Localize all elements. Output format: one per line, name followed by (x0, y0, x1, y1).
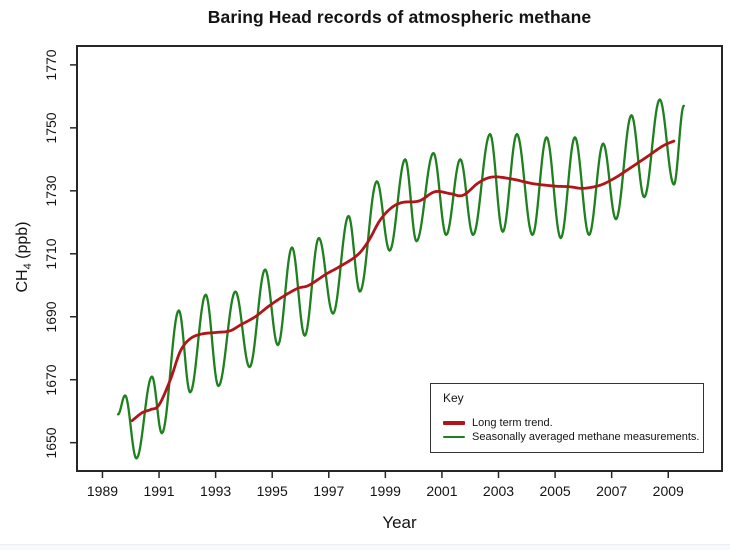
x-tick-label: 2001 (426, 483, 458, 499)
seasonal-line-swatch (443, 435, 465, 439)
long-term-trend-line (130, 139, 676, 423)
axis-tick-marks (70, 64, 669, 478)
legend-entry-seasonal-measurements: Seasonally averaged methane measurements… (443, 431, 699, 443)
legend: Key Long term trend. Seasonally averaged… (430, 383, 704, 453)
legend-entry-long-term-trend: Long term trend. (443, 417, 553, 429)
y-axis-title-suffix: (ppb) (13, 221, 31, 264)
y-tick-label: 1690 (43, 301, 59, 333)
y-tick-label: 1650 (43, 427, 59, 459)
x-tick-label: 2007 (596, 483, 628, 499)
y-axis-title-prefix: CH (13, 269, 31, 293)
trend-line-swatch (443, 421, 465, 425)
y-axis-title: CH4 (ppb) (14, 221, 34, 292)
y-tick-label: 1750 (43, 112, 59, 144)
x-axis-title: Year (382, 513, 417, 532)
y-axis-title-subscript: 4 (22, 263, 35, 270)
y-tick-label: 1770 (43, 49, 59, 81)
x-tick-label: 1995 (256, 483, 288, 499)
x-tick-label: 2003 (482, 483, 515, 499)
x-tick-label: 1991 (143, 483, 175, 499)
legend-entry-label: Seasonally averaged methane measurements… (472, 431, 700, 443)
footer-strip (0, 544, 730, 550)
x-tick-label: 1999 (369, 483, 401, 499)
x-tick-label: 1997 (313, 483, 345, 499)
y-tick-label: 1710 (43, 238, 59, 270)
x-tick-label: 1989 (86, 483, 119, 499)
plot-border (76, 45, 723, 472)
y-tick-label: 1670 (43, 364, 59, 396)
legend-title: Key (443, 391, 464, 405)
x-tick-label: 2009 (652, 483, 684, 499)
legend-entry-label: Long term trend. (472, 417, 553, 429)
x-tick-label: 1993 (200, 483, 232, 499)
chart-title: Baring Head records of atmospheric metha… (207, 7, 592, 27)
y-tick-label: 1730 (43, 175, 59, 207)
x-tick-label: 2005 (539, 483, 571, 499)
